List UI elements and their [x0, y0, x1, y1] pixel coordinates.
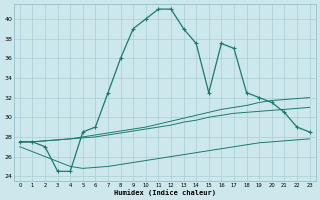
X-axis label: Humidex (Indice chaleur): Humidex (Indice chaleur): [114, 189, 216, 196]
